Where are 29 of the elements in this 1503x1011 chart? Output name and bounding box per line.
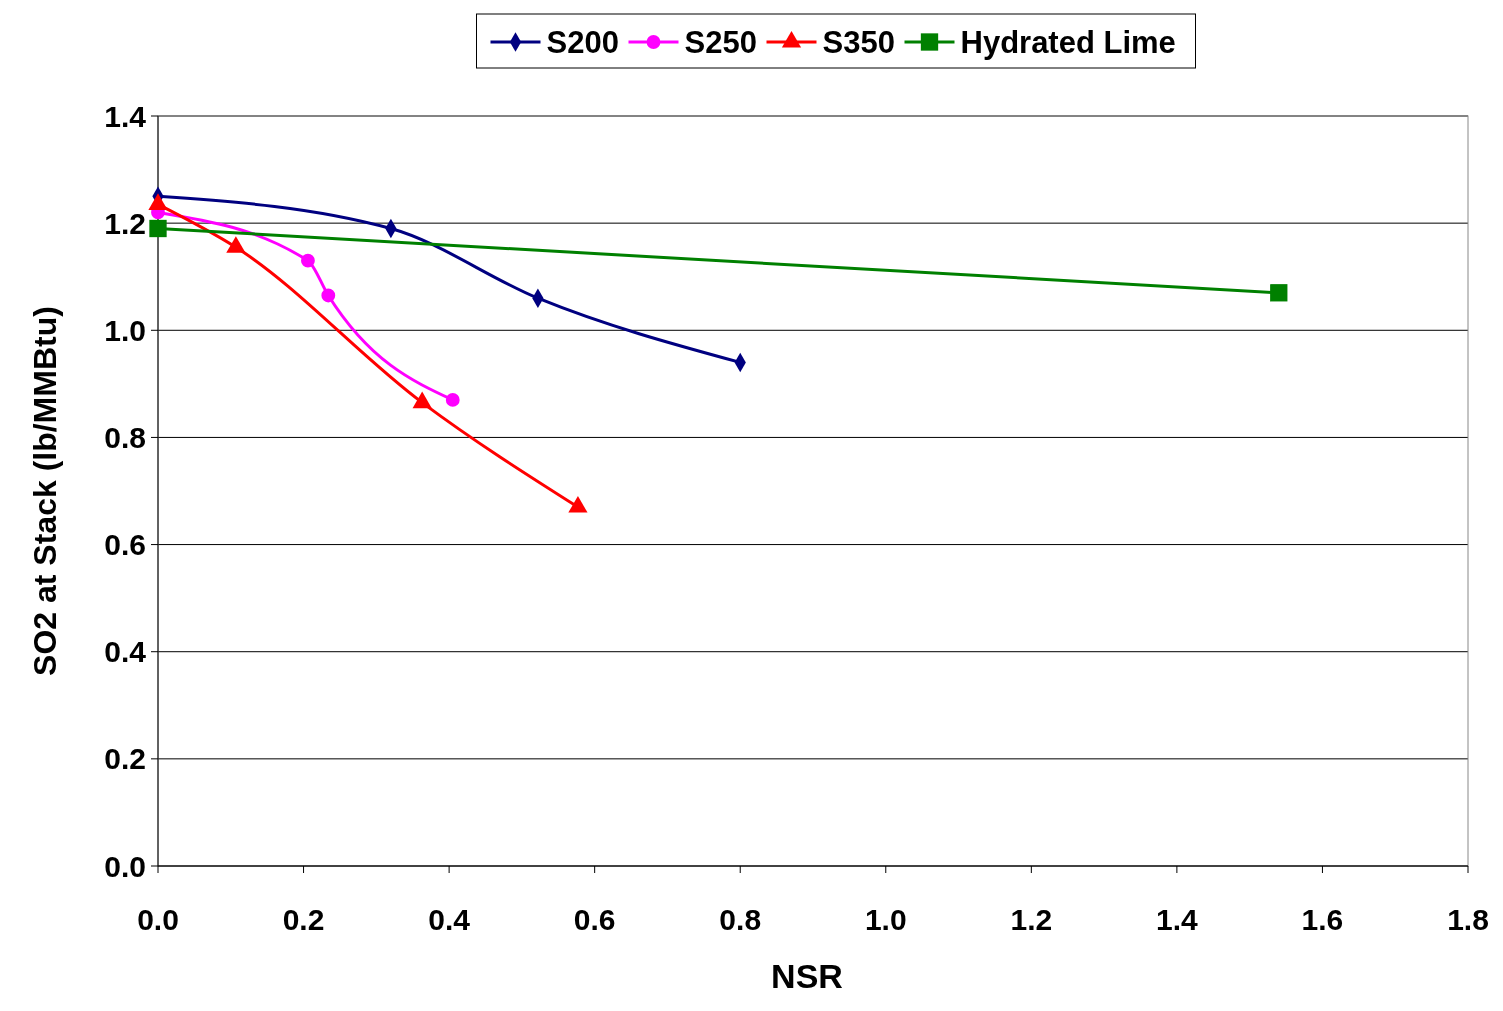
x-tick-label: 0.4 <box>428 903 471 936</box>
y-tick-label: 0.8 <box>104 420 146 454</box>
y-tick-label: 0.6 <box>104 528 146 562</box>
y-tick-label: 1.0 <box>104 313 146 347</box>
x-tick-label: 0.8 <box>719 903 762 936</box>
x-axis-title: NSR <box>771 957 843 995</box>
point <box>1270 284 1288 302</box>
y-tick-label: 1.4 <box>104 99 147 133</box>
y-tick-label: 0.2 <box>104 742 146 776</box>
x-tick-label: 1.2 <box>1010 903 1053 936</box>
x-tick-label: 1.8 <box>1447 903 1489 936</box>
y-tick-label: 0.0 <box>104 849 146 883</box>
point <box>149 219 167 238</box>
y-axis-title: SO2 at Stack (lb/MMBtu) <box>27 306 63 676</box>
legend-label: S350 <box>822 24 895 60</box>
legend-label: Hydrated Lime <box>960 24 1176 60</box>
x-tick-label: 1.6 <box>1301 903 1344 936</box>
x-tick-label: 1.4 <box>1156 903 1199 936</box>
y-tick-label: 0.4 <box>104 635 147 669</box>
x-tick-label: 0.6 <box>573 903 616 936</box>
point <box>445 393 460 407</box>
x-tick-label: 0.0 <box>137 903 179 936</box>
y-tick-label: 1.2 <box>104 206 146 240</box>
point <box>321 288 336 303</box>
x-tick-label: 1.0 <box>864 903 907 936</box>
legend-label: S250 <box>684 24 757 60</box>
point <box>301 253 315 268</box>
legend-label: S200 <box>546 24 619 60</box>
x-tick-label: 0.2 <box>282 903 325 936</box>
